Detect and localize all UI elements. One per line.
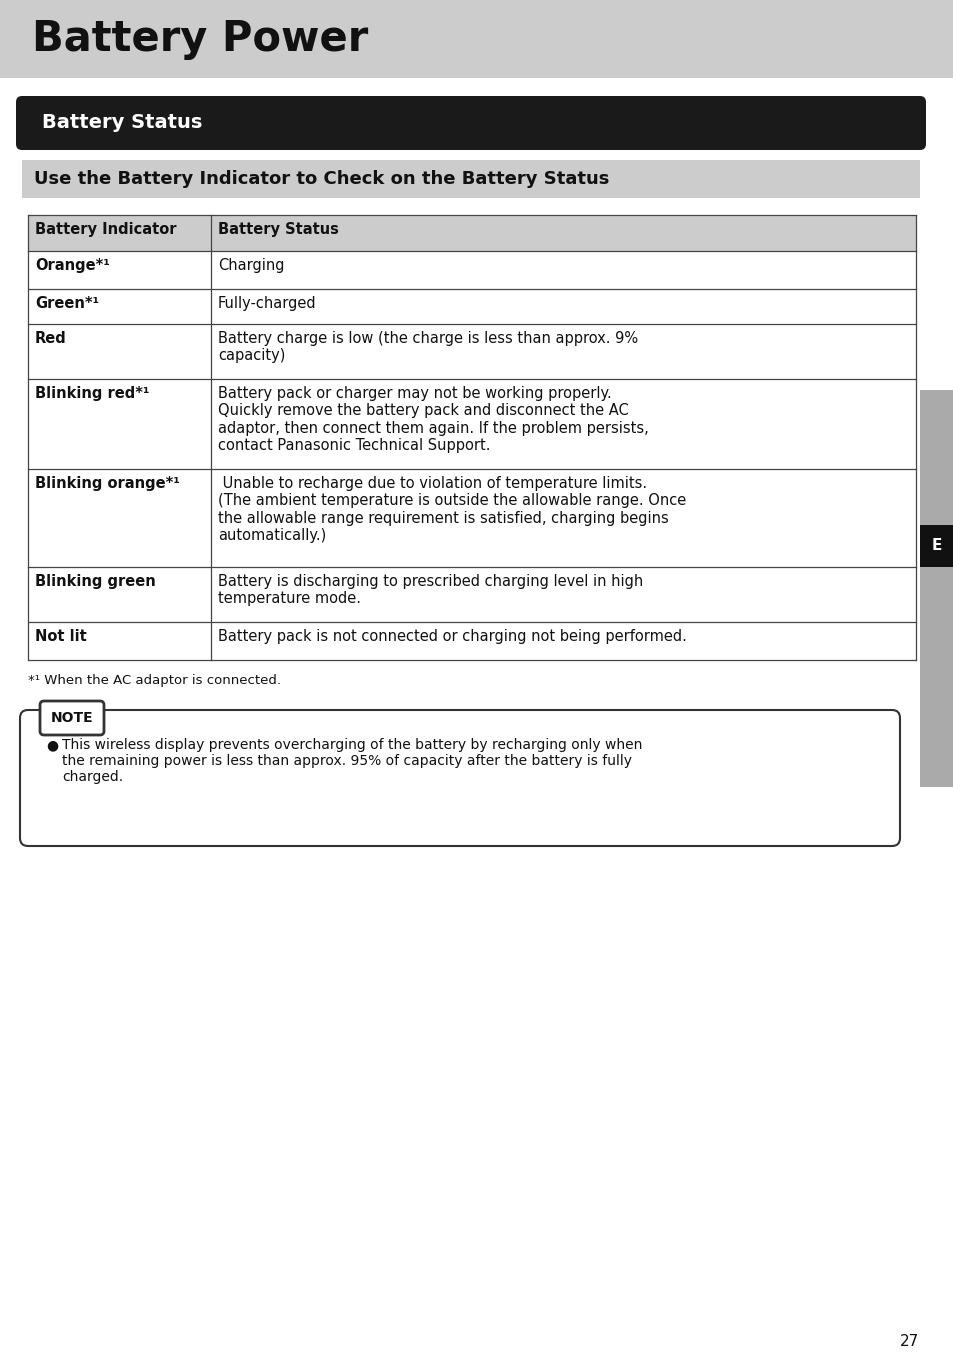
Bar [28,215,915,250]
Text: Battery Status: Battery Status [42,114,202,133]
FancyBboxPatch shape [16,96,925,150]
Text: ●: ● [46,738,58,751]
Bar [919,525,953,567]
Text: Charging: Charging [218,259,284,274]
Bar [28,379,915,468]
Bar [919,390,953,525]
Text: Battery Status: Battery Status [218,222,338,237]
Text: Blinking orange*¹: Blinking orange*¹ [35,477,180,492]
Bar [28,468,915,567]
Text: Battery Indicator: Battery Indicator [35,222,176,237]
Bar [28,250,915,288]
FancyBboxPatch shape [20,709,899,846]
Text: NOTE: NOTE [51,711,93,724]
Text: Fully-charged: Fully-charged [218,297,316,311]
Text: Unable to recharge due to violation of temperature limits.
(The ambient temperat: Unable to recharge due to violation of t… [218,477,685,543]
Text: *¹ When the AC adaptor is connected.: *¹ When the AC adaptor is connected. [28,674,281,686]
Text: This wireless display prevents overcharging of the battery by recharging only wh: This wireless display prevents overcharg… [62,738,641,784]
FancyBboxPatch shape [40,701,104,735]
Bar [0,0,953,79]
Bar [919,567,953,787]
Bar [28,621,915,659]
Text: E: E [931,539,942,554]
Text: Red: Red [35,330,67,347]
Text: 27: 27 [899,1334,918,1349]
Bar [28,324,915,379]
Text: Green*¹: Green*¹ [35,297,99,311]
Text: Blinking red*¹: Blinking red*¹ [35,386,150,401]
Text: Blinking green: Blinking green [35,574,155,589]
Text: Battery pack or charger may not be working properly.
Quickly remove the battery : Battery pack or charger may not be worki… [218,386,648,454]
Text: Battery pack is not connected or charging not being performed.: Battery pack is not connected or chargin… [218,630,686,645]
Text: Battery Power: Battery Power [32,18,368,60]
Bar [28,567,915,621]
Text: Battery is discharging to prescribed charging level in high
temperature mode.: Battery is discharging to prescribed cha… [218,574,642,607]
Text: Use the Battery Indicator to Check on the Battery Status: Use the Battery Indicator to Check on th… [34,171,609,188]
Bar [22,160,919,198]
Text: Battery charge is low (the charge is less than approx. 9%
capacity): Battery charge is low (the charge is les… [218,330,638,363]
Bar [28,288,915,324]
Text: Orange*¹: Orange*¹ [35,259,110,274]
Text: Not lit: Not lit [35,630,87,645]
